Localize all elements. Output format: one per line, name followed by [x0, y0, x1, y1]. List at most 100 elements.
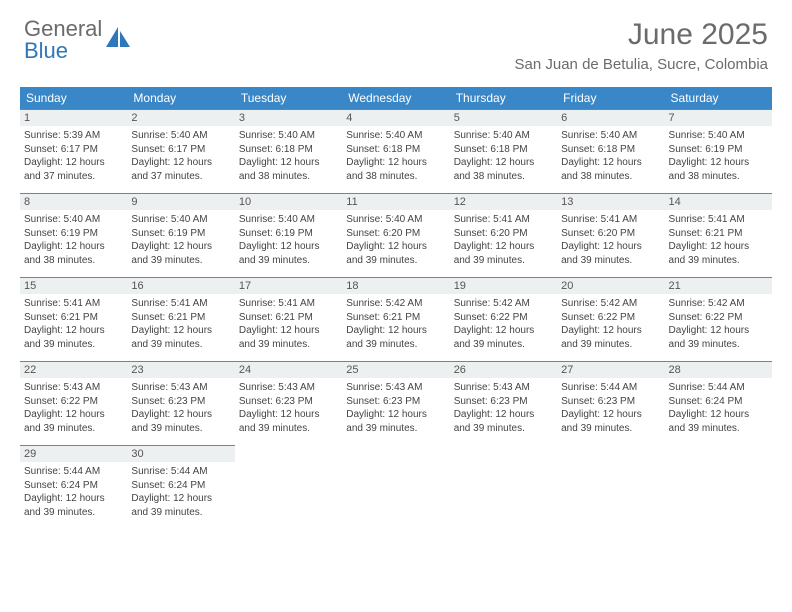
day-number: 11	[342, 194, 449, 210]
sunrise-text: Sunrise: 5:40 AM	[131, 213, 230, 227]
calendar-day-cell	[557, 446, 664, 530]
daylight-text: and 38 minutes.	[239, 170, 338, 184]
weekday-header: Monday	[127, 87, 234, 110]
day-number: 13	[557, 194, 664, 210]
calendar-day-cell: 21Sunrise: 5:42 AMSunset: 6:22 PMDayligh…	[665, 278, 772, 362]
daylight-text: Daylight: 12 hours	[454, 408, 553, 422]
sunrise-text: Sunrise: 5:40 AM	[239, 213, 338, 227]
day-number: 15	[20, 278, 127, 294]
daylight-text: Daylight: 12 hours	[669, 156, 768, 170]
calendar-day-cell: 17Sunrise: 5:41 AMSunset: 6:21 PMDayligh…	[235, 278, 342, 362]
day-number: 2	[127, 110, 234, 126]
calendar-day-cell: 27 Sunrise: 5:44 AMSunset: 6:23 PMDayligh…	[557, 362, 664, 446]
weekday-header: Wednesday	[342, 87, 449, 110]
daylight-text: and 39 minutes.	[454, 254, 553, 268]
daylight-text: and 39 minutes.	[669, 254, 768, 268]
sunrise-text: Sunrise: 5:41 AM	[131, 297, 230, 311]
daylight-text: and 39 minutes.	[131, 506, 230, 520]
daylight-text: and 39 minutes.	[454, 422, 553, 436]
daylight-text: Daylight: 12 hours	[239, 324, 338, 338]
daylight-text: Daylight: 12 hours	[239, 240, 338, 254]
calendar-day-cell: 23Sunrise: 5:43 AMSunset: 6:23 PMDayligh…	[127, 362, 234, 446]
sunset-text: Sunset: 6:23 PM	[561, 395, 660, 409]
daylight-text: and 39 minutes.	[131, 254, 230, 268]
day-number: 30	[127, 446, 234, 462]
daylight-text: Daylight: 12 hours	[346, 156, 445, 170]
sunrise-text: Sunrise: 5:43 AM	[131, 381, 230, 395]
sunrise-text: Sunrise: 5:41 AM	[454, 213, 553, 227]
sunrise-text: Sunrise: 5:41 AM	[24, 297, 123, 311]
month-title: June 2025	[515, 18, 768, 52]
sunset-text: Sunset: 6:18 PM	[454, 143, 553, 157]
sunset-text: Sunset: 6:21 PM	[239, 311, 338, 325]
sunrise-text: Sunrise: 5:44 AM	[669, 381, 768, 395]
day-number: 14	[665, 194, 772, 210]
daylight-text: Daylight: 12 hours	[131, 156, 230, 170]
daylight-text: and 38 minutes.	[24, 254, 123, 268]
sunset-text: Sunset: 6:17 PM	[24, 143, 123, 157]
daylight-text: and 39 minutes.	[239, 422, 338, 436]
daylight-text: Daylight: 12 hours	[561, 324, 660, 338]
daylight-text: and 39 minutes.	[346, 422, 445, 436]
brand-part2: Blue	[24, 38, 68, 63]
calendar-day-cell: 25Sunrise: 5:43 AMSunset: 6:23 PMDayligh…	[342, 362, 449, 446]
daylight-text: and 39 minutes.	[131, 422, 230, 436]
day-number: 4	[342, 110, 449, 126]
calendar-day-cell: 18 Sunrise: 5:42 AMSunset: 6:21 PMDayligh…	[342, 278, 449, 362]
calendar-day-cell: 3Sunrise: 5:40 AMSunset: 6:18 PMDaylight…	[235, 110, 342, 194]
sunset-text: Sunset: 6:21 PM	[346, 311, 445, 325]
calendar-day-cell: 8Sunrise: 5:40 AMSunset: 6:19 PMDaylight…	[20, 194, 127, 278]
day-number: 18	[342, 278, 449, 294]
daylight-text: and 39 minutes.	[669, 338, 768, 352]
calendar-week-row: 1Sunrise: 5:39 AMSunset: 6:17 PMDaylight…	[20, 110, 772, 194]
sunset-text: Sunset: 6:19 PM	[669, 143, 768, 157]
daylight-text: Daylight: 12 hours	[561, 408, 660, 422]
daylight-text: Daylight: 12 hours	[454, 156, 553, 170]
calendar-day-cell: 22Sunrise: 5:43 AMSunset: 6:22 PMDayligh…	[20, 362, 127, 446]
sunrise-text: Sunrise: 5:43 AM	[239, 381, 338, 395]
sunset-text: Sunset: 6:21 PM	[669, 227, 768, 241]
calendar-day-cell: 13Sunrise: 5:41 AMSunset: 6:20 PMDayligh…	[557, 194, 664, 278]
sunrise-text: Sunrise: 5:40 AM	[24, 213, 123, 227]
daylight-text: and 39 minutes.	[239, 254, 338, 268]
sunrise-text: Sunrise: 5:40 AM	[561, 129, 660, 143]
day-number: 5	[450, 110, 557, 126]
weekday-header: Friday	[557, 87, 664, 110]
daylight-text: and 39 minutes.	[346, 254, 445, 268]
sunrise-text: Sunrise: 5:41 AM	[561, 213, 660, 227]
daylight-text: and 39 minutes.	[131, 338, 230, 352]
sunrise-text: Sunrise: 5:44 AM	[561, 381, 660, 395]
calendar-day-cell: 6Sunrise: 5:40 AMSunset: 6:18 PMDaylight…	[557, 110, 664, 194]
daylight-text: Daylight: 12 hours	[669, 408, 768, 422]
sunset-text: Sunset: 6:22 PM	[669, 311, 768, 325]
sunrise-text: Sunrise: 5:42 AM	[454, 297, 553, 311]
day-number: 26	[450, 362, 557, 378]
sunrise-text: Sunrise: 5:40 AM	[239, 129, 338, 143]
daylight-text: Daylight: 12 hours	[24, 156, 123, 170]
day-number: 25	[342, 362, 449, 378]
daylight-text: Daylight: 12 hours	[131, 240, 230, 254]
daylight-text: and 38 minutes.	[561, 170, 660, 184]
sunrise-text: Sunrise: 5:44 AM	[131, 465, 230, 479]
sunrise-text: Sunrise: 5:40 AM	[669, 129, 768, 143]
daylight-text: Daylight: 12 hours	[239, 408, 338, 422]
sunrise-text: Sunrise: 5:41 AM	[669, 213, 768, 227]
sunrise-text: Sunrise: 5:40 AM	[131, 129, 230, 143]
calendar-week-row: 29Sunrise: 5:44 AMSunset: 6:24 PMDayligh…	[20, 446, 772, 530]
sunset-text: Sunset: 6:19 PM	[24, 227, 123, 241]
sunrise-text: Sunrise: 5:40 AM	[346, 129, 445, 143]
sail-icon	[104, 25, 132, 49]
sunrise-text: Sunrise: 5:43 AM	[454, 381, 553, 395]
calendar-day-cell	[235, 446, 342, 530]
daylight-text: and 39 minutes.	[24, 506, 123, 520]
sunrise-text: Sunrise: 5:42 AM	[346, 297, 445, 311]
daylight-text: Daylight: 12 hours	[131, 408, 230, 422]
weekday-header: Sunday	[20, 87, 127, 110]
day-number: 27	[557, 362, 664, 378]
calendar-day-cell: 14Sunrise: 5:41 AMSunset: 6:21 PMDayligh…	[665, 194, 772, 278]
day-number: 8	[20, 194, 127, 210]
day-number: 12	[450, 194, 557, 210]
daylight-text: Daylight: 12 hours	[346, 324, 445, 338]
daylight-text: and 38 minutes.	[454, 170, 553, 184]
sunrise-text: Sunrise: 5:43 AM	[346, 381, 445, 395]
